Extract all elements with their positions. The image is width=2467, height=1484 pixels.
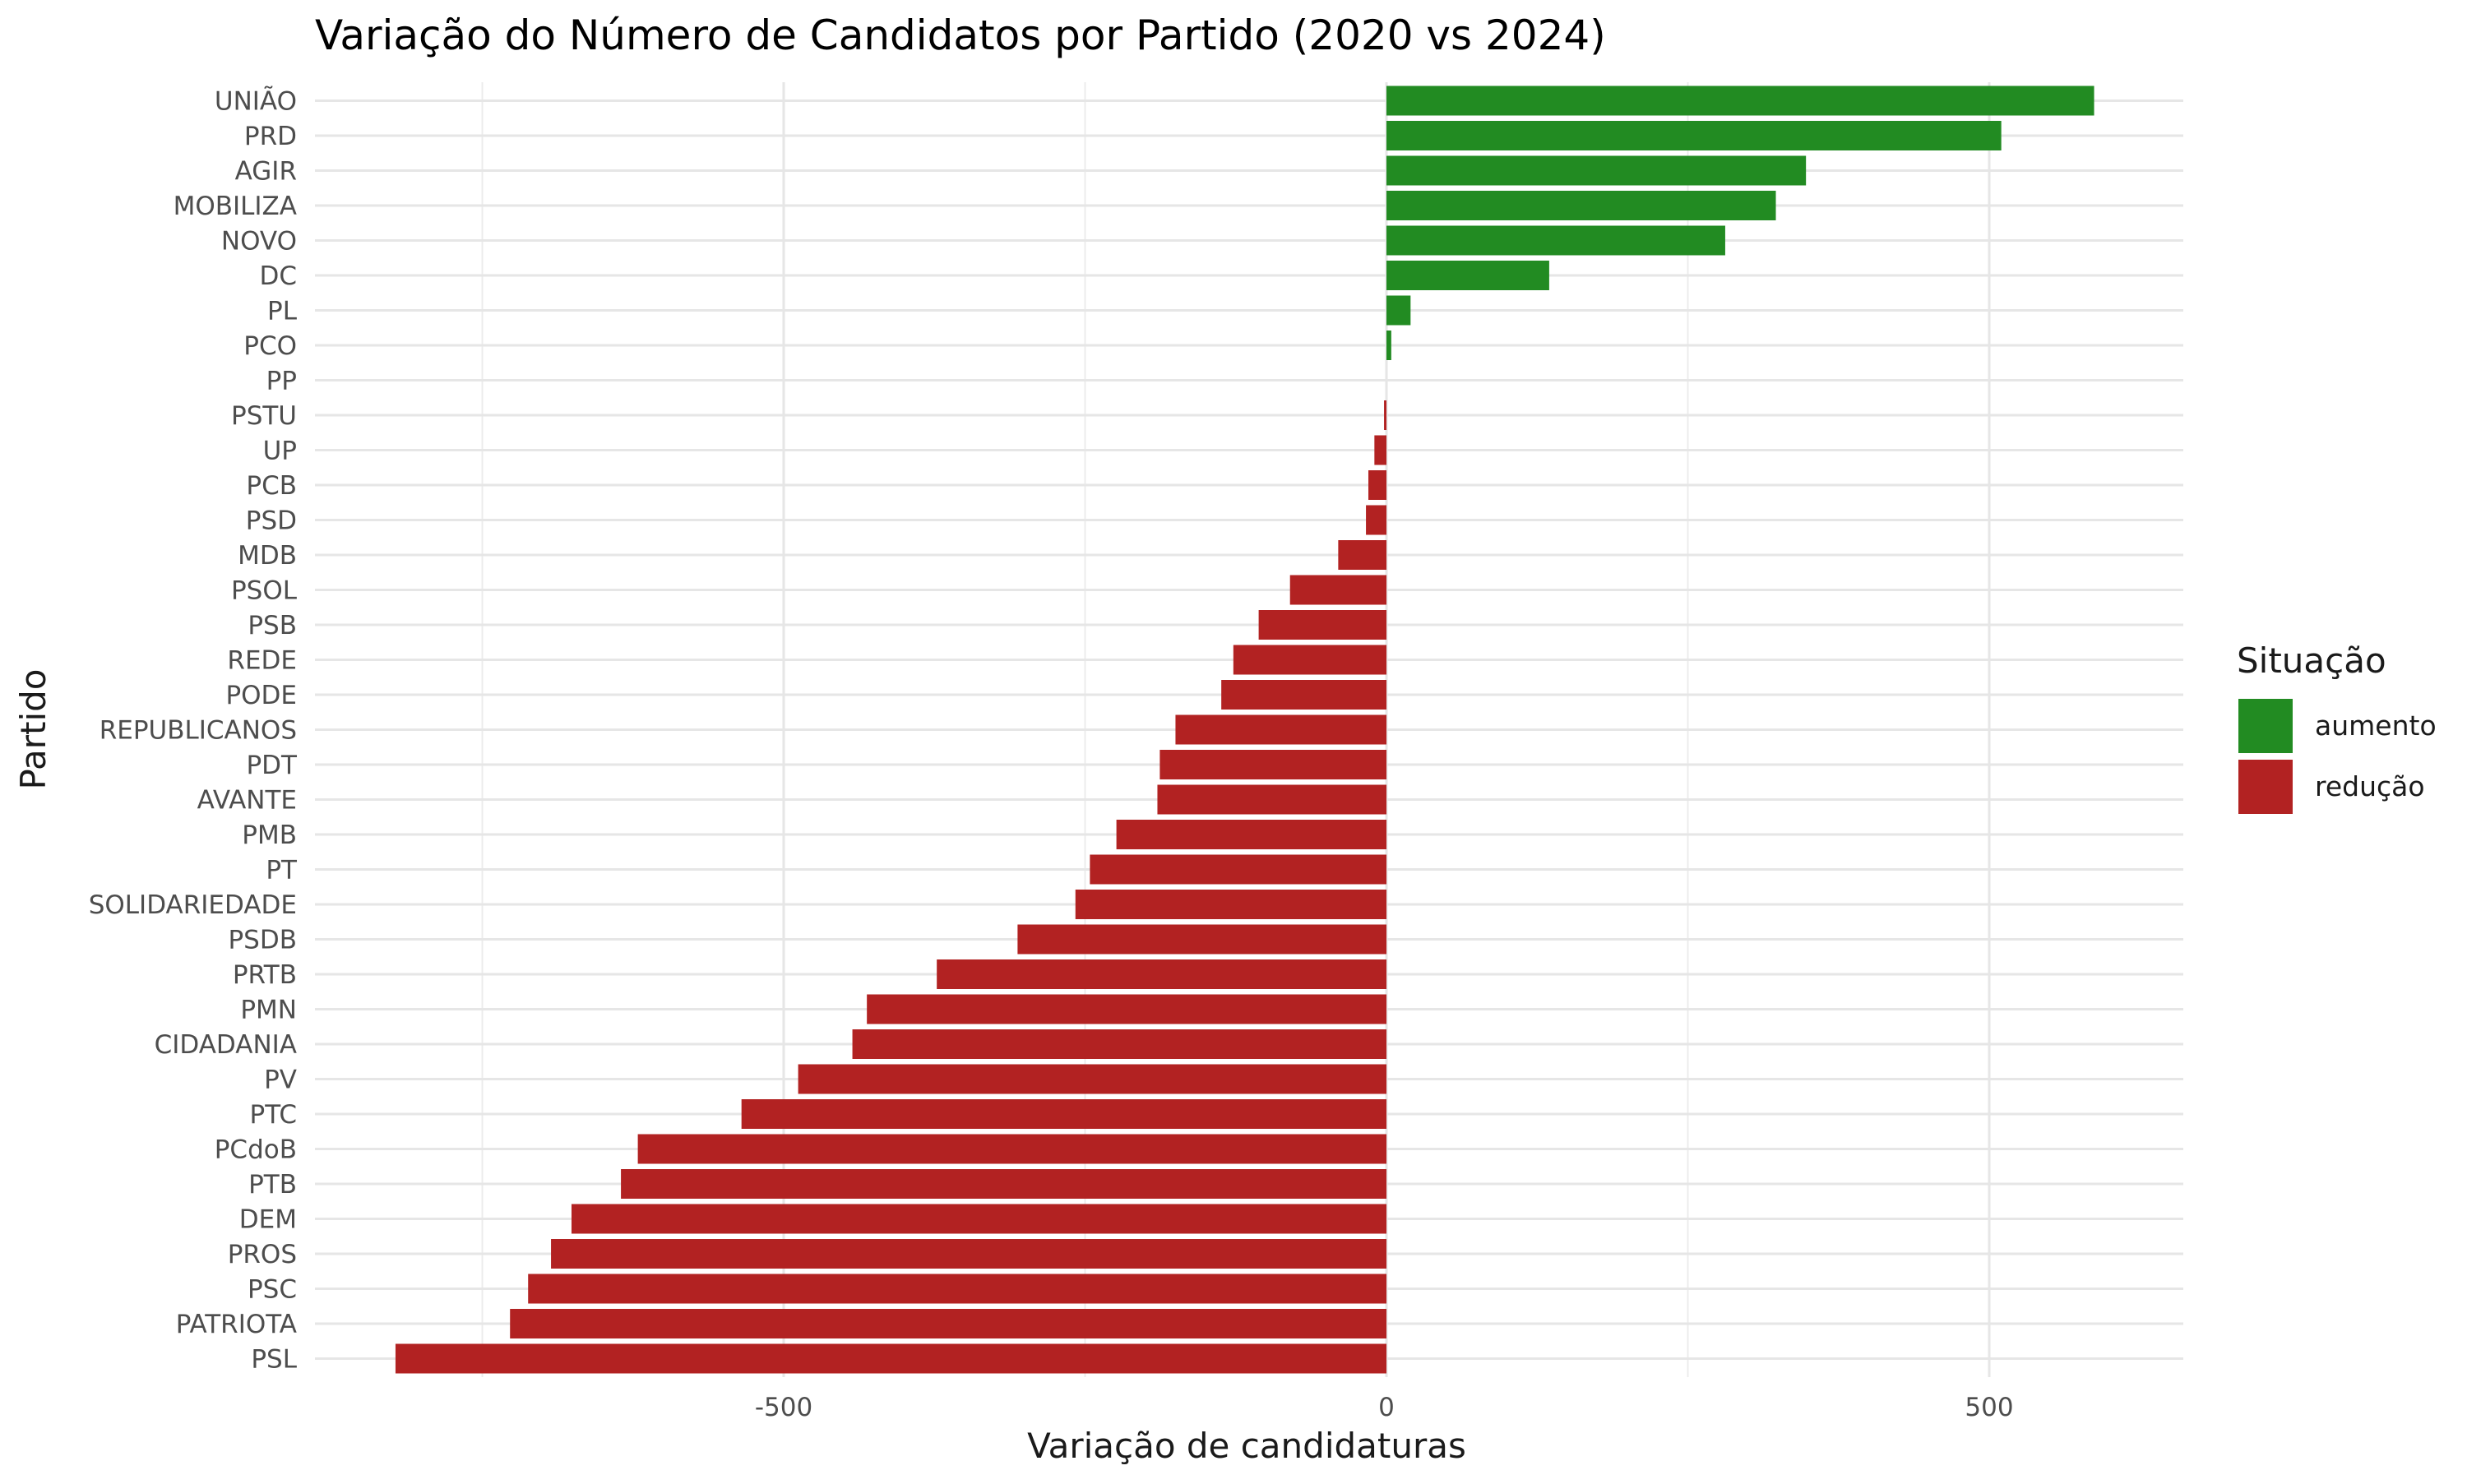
x-tick-label: -500	[755, 1393, 812, 1422]
bar-psc: PSC: -712	[528, 1274, 1386, 1304]
bar-pco: PCO: 4	[1386, 331, 1391, 360]
y-tick-label: AVANTE	[197, 786, 297, 816]
bar-dem: DEM: -676	[571, 1204, 1386, 1234]
bar-pmb: PMB: -224	[1116, 820, 1386, 849]
bar-prtb: PRTB: -373	[937, 959, 1386, 989]
y-tick-label: REDE	[227, 646, 297, 676]
bar-pcb: PCB: -15	[1368, 470, 1386, 500]
bar-psd: PSD: -17	[1366, 505, 1386, 535]
y-tick-label: UP	[263, 437, 297, 466]
y-tick-label: PSD	[246, 506, 297, 536]
y-tick-label: SOLIDARIEDADE	[89, 890, 297, 920]
y-tick-label: NOVO	[221, 227, 297, 257]
y-tick-label: PV	[264, 1066, 297, 1095]
y-tick-label: AGIR	[235, 157, 297, 187]
bar-ptb: PTB: -635	[621, 1169, 1386, 1199]
y-tick-label: PTC	[250, 1100, 297, 1130]
bar-cidadania: CIDADANIA: -443	[852, 1029, 1386, 1059]
y-tick-label: DEM	[239, 1205, 297, 1235]
y-tick-label: PDT	[246, 751, 298, 780]
bar-dc: DC: 135	[1386, 261, 1549, 290]
y-tick-label: PATRIOTA	[176, 1310, 297, 1339]
bar-pt: PT: -246	[1090, 854, 1386, 885]
legend-title: Situação	[2237, 640, 2386, 681]
bar-pl: PL: 20	[1386, 295, 1411, 326]
legend: Situação aumento redução	[2237, 640, 2437, 814]
y-tick-label: PRD	[244, 122, 297, 151]
x-axis-title: Variação de candidaturas	[1027, 1426, 1466, 1466]
legend-items: aumento redução	[2238, 699, 2437, 814]
x-tick-label: 500	[1965, 1393, 2013, 1422]
y-tick-label: PL	[267, 297, 298, 326]
y-axis-title: Partido	[13, 669, 53, 790]
y-tick-label: PCdoB	[215, 1135, 297, 1165]
bars: UNIÃO: 587 PRD: 510 AGIR: 348 MOBILIZA: 323…	[395, 86, 2094, 1374]
bar-pode: PODE: -137	[1221, 680, 1386, 710]
legend-swatch-redução	[2238, 760, 2293, 814]
y-tick-label: PROS	[228, 1240, 297, 1269]
y-tick-label: DC	[259, 261, 297, 291]
bar-psdb: PSDB: -306	[1017, 924, 1386, 955]
y-tick-label: PSDB	[228, 926, 297, 955]
y-tick-label: PP	[266, 367, 297, 396]
bar-up: UP: -10	[1374, 435, 1386, 465]
bar-pv: PV: -488	[798, 1064, 1386, 1094]
bar-agir: AGIR: 348	[1386, 155, 1807, 186]
y-tick-label: MOBILIZA	[174, 192, 297, 221]
y-tick-label: PRTB	[233, 960, 297, 990]
bar-republicanos: REPUBLICANOS: -175	[1175, 714, 1386, 745]
y-tick-label: REPUBLICANOS	[100, 716, 297, 746]
bar-união: UNIÃO: 587	[1386, 86, 2094, 116]
y-tick-label: CIDADANIA	[155, 1030, 297, 1060]
y-tick-label: PCO	[243, 331, 297, 361]
bar-novo: NOVO: 281	[1386, 225, 1725, 256]
bar-psl: PSL: -822	[395, 1343, 1386, 1374]
y-tick-label: PSOL	[231, 576, 298, 606]
y-tick-labels: UNIÃO PRD AGIR MOBILIZA NOVO DC PL PCO PP PSTU UP P…	[89, 87, 298, 1375]
y-tick-label: MDB	[238, 541, 297, 571]
bar-pmn: PMN: -431	[867, 994, 1386, 1024]
y-tick-label: PMN	[240, 996, 297, 1025]
bar-mobiliza: MOBILIZA: 323	[1386, 191, 1776, 220]
bar-rede: REDE: -127	[1233, 645, 1386, 675]
bar-avante: AVANTE: -190	[1157, 784, 1386, 815]
bar-pcdob: PCdoB: -621	[637, 1134, 1386, 1164]
legend-swatch-aumento	[2238, 699, 2293, 753]
bar-patriota: PATRIOTA: -727	[510, 1309, 1386, 1338]
y-tick-label: PCB	[246, 471, 297, 501]
legend-label: redução	[2315, 770, 2425, 802]
x-tick-labels: -500 0 500	[755, 1393, 2014, 1422]
bar-psol: PSOL: -80	[1289, 575, 1386, 605]
y-tick-label: PSC	[248, 1275, 297, 1305]
y-tick-label: PT	[266, 856, 298, 885]
bar-mdb: MDB: -40	[1338, 540, 1386, 570]
x-tick-label: 0	[1378, 1393, 1395, 1422]
y-tick-label: PMB	[242, 821, 297, 850]
y-tick-label: PSTU	[231, 401, 297, 431]
y-tick-label: PODE	[225, 681, 297, 710]
bar-pros: PROS: -693	[551, 1239, 1386, 1269]
bar-pdt: PDT: -188	[1159, 750, 1386, 779]
y-tick-label: PTB	[248, 1170, 297, 1200]
y-tick-label: PSL	[251, 1345, 297, 1375]
bar-prd: PRD: 510	[1386, 121, 2002, 150]
y-tick-label: UNIÃO	[215, 87, 297, 117]
y-tick-label: PSB	[248, 611, 297, 640]
chart-title: Variação do Número de Candidatos por Par…	[315, 12, 1606, 59]
bar-ptc: PTC: -535	[741, 1099, 1386, 1129]
bar-solidariedade: SOLIDARIEDADE: -258	[1075, 890, 1386, 919]
legend-label: aumento	[2315, 710, 2437, 742]
bar-psb: PSB: -106	[1258, 610, 1386, 640]
bar-pstu: PSTU: -2	[1384, 400, 1386, 430]
